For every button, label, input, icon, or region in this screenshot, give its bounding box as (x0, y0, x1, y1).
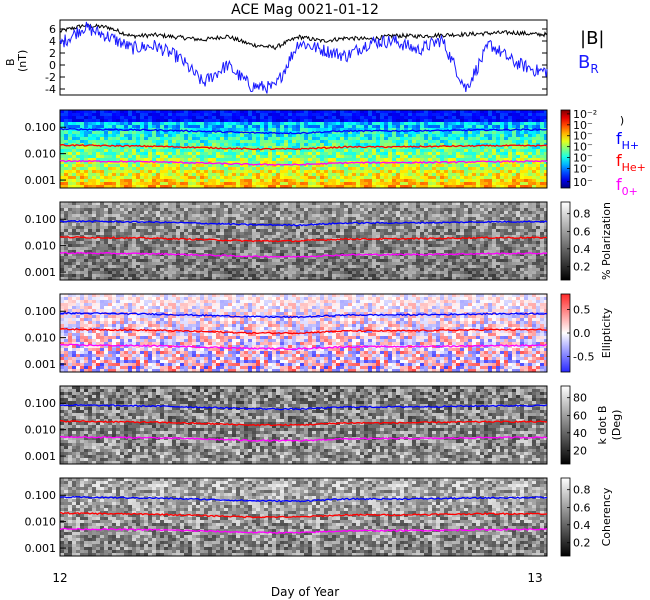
panel-k-dot-b: 0.100 0.010 0.001 80 60 40 20 k dot B (Deg) (25, 385, 623, 465)
plot-area-bfield (59, 19, 548, 96)
bfield-series-line-1 (59, 21, 548, 94)
y-tick-label: 0.100 (25, 213, 57, 226)
y-tick-label: 0.001 (25, 450, 57, 463)
y-tick-label: 0.010 (25, 148, 57, 161)
bfield-y-tick-label: 4 (49, 35, 56, 48)
chart-title: ACE Mag 0021-01-12 (231, 2, 379, 18)
colorbar-label-ellipticity: Ellipticity (600, 307, 613, 358)
gyro-line-f_Hep (59, 143, 548, 151)
colorbar-tick-label: 10⁻ (573, 176, 593, 189)
panel-ellipticity: 0.100 0.010 0.001 0.5 0.0 -0.5 Ellipticity (25, 293, 613, 373)
panel-polarization: 0.100 0.010 0.001 0.8 0.6 0.4 0.2 % Polarizatio… (25, 201, 613, 281)
gyro-legend: fH+ fHe+ f0+ (616, 129, 646, 198)
colorbar-tick-label: 0.0 (573, 327, 591, 340)
colorbar-polarization (560, 201, 571, 281)
colorbar-tick-label: 0.8 (573, 208, 591, 221)
gyro-line-f_Op (59, 251, 548, 258)
colorbar-tick-label: 10⁻ (573, 163, 593, 176)
colorbar-tick-label: 40 (573, 427, 587, 440)
gyro-line-f_Op (59, 159, 548, 166)
gyro-line-f_Hep (59, 327, 548, 335)
colorbar-tick-label: -0.5 (573, 350, 594, 363)
colorbar-tick-label: 10⁻ (573, 119, 593, 132)
y-tick-label: 0.001 (25, 174, 57, 187)
bfield-series-line-0 (59, 23, 548, 51)
colorbar-tick-label: 0.2 (573, 537, 591, 550)
colorbar-tick-label: 10⁻ (573, 152, 593, 165)
y-tick-label: 0.100 (25, 489, 57, 502)
x-axis: 12 13 Day of Year (52, 571, 542, 599)
colorbar-tick-label: 10⁻² (573, 108, 597, 121)
colorbar-label2-k-dot-b: (Deg) (610, 410, 623, 441)
y-tick-label: 0.010 (25, 424, 57, 437)
gyro-line-f_Op (59, 527, 548, 535)
bfield-y-tick-label: 0 (49, 59, 56, 72)
colorbar-tick-label: 0.2 (573, 261, 591, 274)
colorbar-tick-label: 0.6 (573, 502, 591, 515)
colorbar-label-polarization: % Polarization (600, 202, 613, 280)
gyro-line-f_Hep (59, 420, 548, 427)
gyro-line-f_Hp (59, 127, 548, 135)
x-tick-label-12: 12 (52, 571, 67, 585)
bfield-y-tick-label: 2 (49, 47, 56, 60)
colorbar-tick-label: 0.4 (573, 519, 591, 532)
colorbar-coherency (560, 477, 571, 557)
gyro-line-f_Op (59, 343, 548, 351)
y-tick-label: 0.010 (25, 332, 57, 345)
gyro-line-f_Hp (59, 495, 548, 503)
panel-coherency: 0.100 0.010 0.001 0.8 0.6 0.4 0.2 Coherency (25, 477, 613, 557)
colorbar-tick-label: 20 (573, 445, 587, 458)
y-tick-label: 0.100 (25, 397, 57, 410)
legend-f-oplus: f0+ (616, 175, 638, 198)
x-tick-label-13: 13 (527, 571, 542, 585)
colorbar-label-k-dot-b: k dot B (596, 406, 609, 445)
colorbar-tick-label: 10⁻ (573, 130, 593, 143)
colorbar-tick-label: 10⁻ (573, 141, 593, 154)
bfield-y-tick-label: -2 (45, 71, 56, 84)
bfield-ylabel-unit: (nT) (16, 50, 29, 72)
legend-f-hplus: fH+ (616, 129, 639, 152)
colorbar-tick-label: 0.5 (573, 304, 591, 317)
colorbar-power-spectrum (560, 109, 571, 189)
gyro-line-f_Hep (59, 511, 548, 519)
colorbar-tick-label: 0.8 (573, 484, 591, 497)
y-tick-label: 0.001 (25, 358, 57, 371)
colorbar-tick-label: 0.4 (573, 243, 591, 256)
y-tick-label: 0.001 (25, 266, 57, 279)
y-tick-label: 0.010 (25, 240, 57, 253)
gyro-line-f_Hp (59, 220, 548, 227)
bfield-ylabel-b: B (4, 58, 17, 66)
y-tick-label: 0.100 (25, 305, 57, 318)
gyro-line-f_Hep (59, 235, 548, 243)
colorbar-tick-label: 60 (573, 410, 587, 423)
x-axis-label: Day of Year (271, 585, 339, 599)
gyro-line-f_Hp (59, 311, 548, 319)
legend-b-r: BR (578, 52, 599, 76)
colorbar-k-dot-b (560, 385, 571, 465)
y-tick-label: 0.100 (25, 121, 57, 134)
spectral-panels: 0.1000.0100.00110⁻²10⁻10⁻10⁻10⁻10⁻10⁻)0.… (25, 108, 625, 557)
legend-f-heplus: fHe+ (616, 151, 646, 174)
colorbar-tick-label: 80 (573, 392, 587, 405)
y-tick-label: 0.001 (25, 542, 57, 555)
colorbar-label-coherency: Coherency (600, 487, 613, 546)
colorbar-tick-label: 0.6 (573, 226, 591, 239)
colorbar-label-power-spectrum: ) (620, 114, 624, 127)
bfield-y-tick-label: 6 (49, 23, 56, 36)
bfield-y-tick-label: -4 (45, 83, 56, 96)
y-tick-label: 0.010 (25, 516, 57, 529)
legend-b-total: |B| (580, 28, 604, 49)
gyro-line-f_Op (59, 435, 548, 443)
bfield-series (59, 21, 548, 94)
gyro-line-f_Hp (59, 403, 548, 411)
